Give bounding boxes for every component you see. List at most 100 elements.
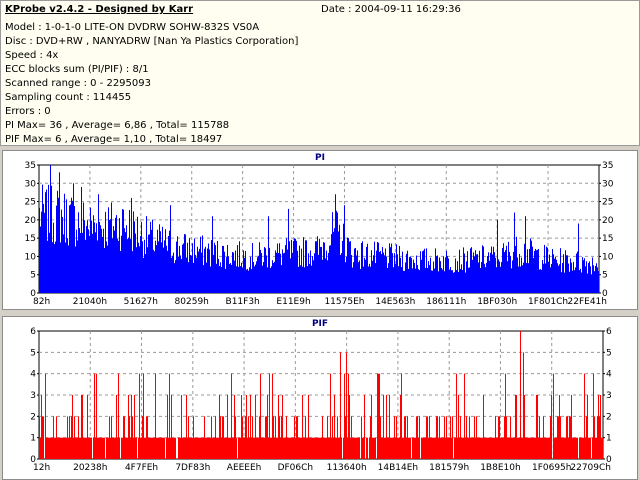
data-bar bbox=[486, 262, 487, 293]
data-bar bbox=[144, 239, 145, 293]
data-bar bbox=[481, 437, 482, 459]
data-bar bbox=[306, 437, 307, 459]
data-bar bbox=[393, 267, 394, 293]
data-bar bbox=[288, 208, 289, 293]
data-bar bbox=[308, 395, 309, 459]
data-bar bbox=[377, 241, 378, 293]
data-bar bbox=[114, 230, 115, 293]
data-bar bbox=[359, 437, 360, 459]
y-tick-label-left: 6 bbox=[30, 327, 36, 337]
data-bar bbox=[81, 186, 82, 293]
data-bar bbox=[231, 264, 232, 293]
data-bar bbox=[169, 230, 170, 293]
data-bar bbox=[572, 437, 573, 459]
data-bar bbox=[581, 272, 582, 293]
data-bar bbox=[212, 216, 213, 293]
data-bar bbox=[481, 262, 482, 293]
data-bar bbox=[338, 231, 339, 293]
data-bar bbox=[283, 253, 284, 293]
data-bar bbox=[63, 437, 64, 459]
data-bar bbox=[524, 395, 525, 459]
data-bar bbox=[473, 252, 474, 293]
data-bar bbox=[239, 241, 240, 293]
data-bar bbox=[504, 252, 505, 293]
data-bar bbox=[585, 266, 586, 293]
y-tick-label-right: 10 bbox=[602, 252, 614, 262]
data-bar bbox=[520, 266, 521, 293]
data-bar bbox=[212, 437, 213, 459]
data-bar bbox=[323, 242, 324, 293]
data-bar bbox=[421, 259, 422, 293]
data-bar bbox=[224, 437, 225, 459]
data-bar bbox=[245, 416, 246, 459]
data-bar bbox=[303, 437, 304, 459]
data-bar bbox=[289, 437, 290, 459]
data-bar bbox=[117, 238, 118, 293]
data-bar bbox=[374, 437, 375, 459]
data-bar bbox=[276, 252, 277, 293]
data-bar bbox=[574, 437, 575, 459]
data-bar bbox=[102, 437, 103, 459]
data-bar bbox=[196, 437, 197, 459]
data-bar bbox=[565, 250, 566, 293]
data-bar bbox=[548, 262, 549, 293]
data-bar bbox=[324, 437, 325, 459]
series-bars bbox=[39, 165, 599, 293]
data-bar bbox=[161, 242, 162, 293]
data-bar bbox=[333, 231, 334, 293]
data-bar bbox=[304, 437, 305, 459]
data-bar bbox=[570, 416, 571, 459]
data-bar bbox=[451, 270, 452, 293]
data-bar bbox=[179, 437, 180, 459]
data-bar bbox=[343, 223, 344, 293]
data-bar bbox=[597, 267, 598, 293]
data-bar bbox=[495, 416, 496, 459]
data-bar bbox=[73, 437, 74, 459]
data-bar bbox=[77, 240, 78, 293]
data-bar bbox=[592, 437, 593, 459]
data-bar bbox=[587, 395, 588, 459]
data-bar bbox=[547, 247, 548, 293]
data-bar bbox=[259, 416, 260, 459]
data-bar bbox=[417, 265, 418, 293]
data-bar bbox=[447, 437, 448, 459]
data-bar bbox=[505, 250, 506, 293]
data-bar bbox=[145, 254, 146, 293]
data-bar bbox=[54, 437, 55, 459]
data-bar bbox=[203, 437, 204, 459]
series-bars bbox=[39, 331, 603, 459]
data-bar bbox=[194, 238, 195, 293]
data-bar bbox=[60, 437, 61, 459]
data-bar bbox=[461, 264, 462, 293]
data-bar bbox=[162, 226, 163, 293]
data-bar bbox=[377, 373, 378, 459]
data-bar bbox=[317, 236, 318, 293]
data-bar bbox=[593, 265, 594, 293]
data-bar bbox=[385, 248, 386, 293]
data-bar bbox=[528, 437, 529, 459]
data-bar bbox=[193, 416, 194, 459]
data-bar bbox=[188, 262, 189, 293]
data-bar bbox=[413, 259, 414, 293]
data-bar bbox=[519, 253, 520, 293]
data-bar bbox=[361, 416, 362, 459]
data-bar bbox=[352, 267, 353, 293]
data-bar bbox=[553, 254, 554, 293]
data-bar bbox=[68, 437, 69, 459]
data-bar bbox=[189, 238, 190, 293]
data-bar bbox=[385, 437, 386, 459]
data-bar bbox=[327, 260, 328, 293]
data-bar bbox=[600, 395, 601, 459]
data-bar bbox=[354, 437, 355, 459]
data-bar bbox=[587, 273, 588, 293]
data-bar bbox=[497, 437, 498, 459]
data-bar bbox=[478, 437, 479, 459]
data-bar bbox=[286, 238, 287, 293]
data-bar bbox=[149, 234, 150, 293]
data-bar bbox=[219, 265, 220, 293]
data-bar bbox=[171, 395, 172, 459]
y-tick-label-left: 4 bbox=[30, 370, 36, 380]
data-bar bbox=[329, 245, 330, 293]
data-bar bbox=[405, 262, 406, 293]
x-tick-label: 181579h bbox=[429, 463, 469, 473]
